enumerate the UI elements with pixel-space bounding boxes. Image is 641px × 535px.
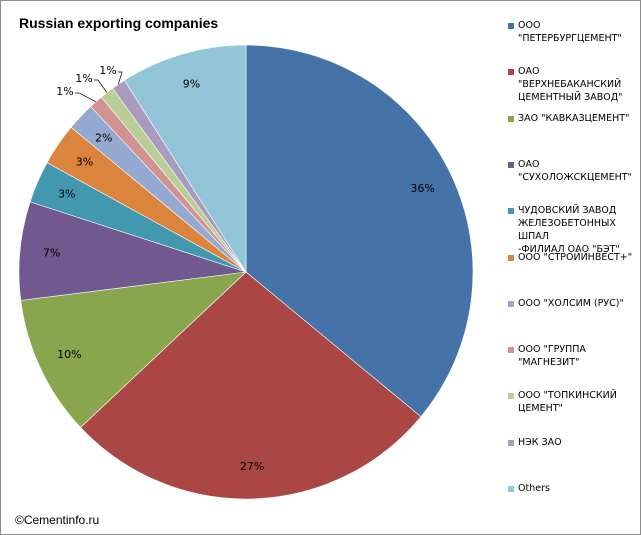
legend-swatch: [508, 347, 514, 354]
data-label: 27%: [240, 460, 264, 473]
legend-label: ОАО "СУХОЛОЖСКЦЕМЕНТ": [518, 158, 632, 183]
data-label: 3%: [76, 155, 93, 168]
legend-swatch: [508, 23, 514, 29]
leader-line: [75, 92, 97, 103]
pie-slice: [80, 271, 422, 500]
data-label: 7%: [43, 247, 60, 260]
legend-swatch: [508, 300, 514, 307]
legend-label: ООО "ТОПКИНСКИЙ ЦЕМЕНТ": [518, 390, 617, 415]
legend-label: ООО "ПЕТЕРБУРГЦЕМЕНТ": [518, 20, 622, 44]
pie-slice: [123, 44, 247, 274]
data-label: 1%: [99, 64, 116, 77]
legend-label: ООО "СТРОЙИНВЕСТ+": [518, 251, 633, 263]
footer-credit: ©Cementinfo.ru: [15, 513, 100, 527]
chart-title: Russian exporting companies: [19, 15, 219, 31]
data-label: 36%: [410, 182, 434, 195]
legend-swatch: [508, 439, 514, 446]
data-label: 10%: [57, 348, 81, 361]
leader-line: [94, 79, 108, 93]
data-label: 3%: [58, 188, 75, 201]
data-label: 1%: [75, 72, 92, 85]
legend-label: ООО "ХОЛСИМ (РУС)": [518, 297, 624, 309]
legend-swatch: [508, 486, 514, 492]
legend-swatch: [508, 161, 514, 168]
data-label: 9%: [183, 78, 200, 91]
legend-swatch: [508, 393, 514, 400]
leader-line: [118, 71, 123, 85]
legend-label: Others: [518, 483, 550, 494]
legend-label: ООО "ГРУППА "МАГНЕЗИТ": [518, 344, 586, 369]
legend-label: ЗАО "КАВКАЗЦЕМЕНТ": [518, 112, 630, 124]
legend-swatch: [508, 115, 514, 122]
legend-label: НЭК ЗАО: [518, 436, 562, 448]
legend-swatch: [508, 69, 514, 76]
legend-label: ОАО "ВЕРХНЕБАКАНСКИЙ ЦЕМЕНТНЫЙ ЗАВОД": [518, 66, 623, 104]
pie-slice: [20, 271, 247, 428]
legend-swatch: [508, 208, 514, 215]
data-label: 2%: [95, 131, 112, 144]
legend-label: ЧУДОВСКИЙ ЗАВОД ЖЕЛЕЗОБЕТОННЫХ ШПАЛ -ФИЛ…: [518, 205, 620, 256]
data-label: 1%: [56, 85, 73, 98]
legend-swatch: [508, 254, 514, 261]
pie-slice: [245, 44, 474, 418]
